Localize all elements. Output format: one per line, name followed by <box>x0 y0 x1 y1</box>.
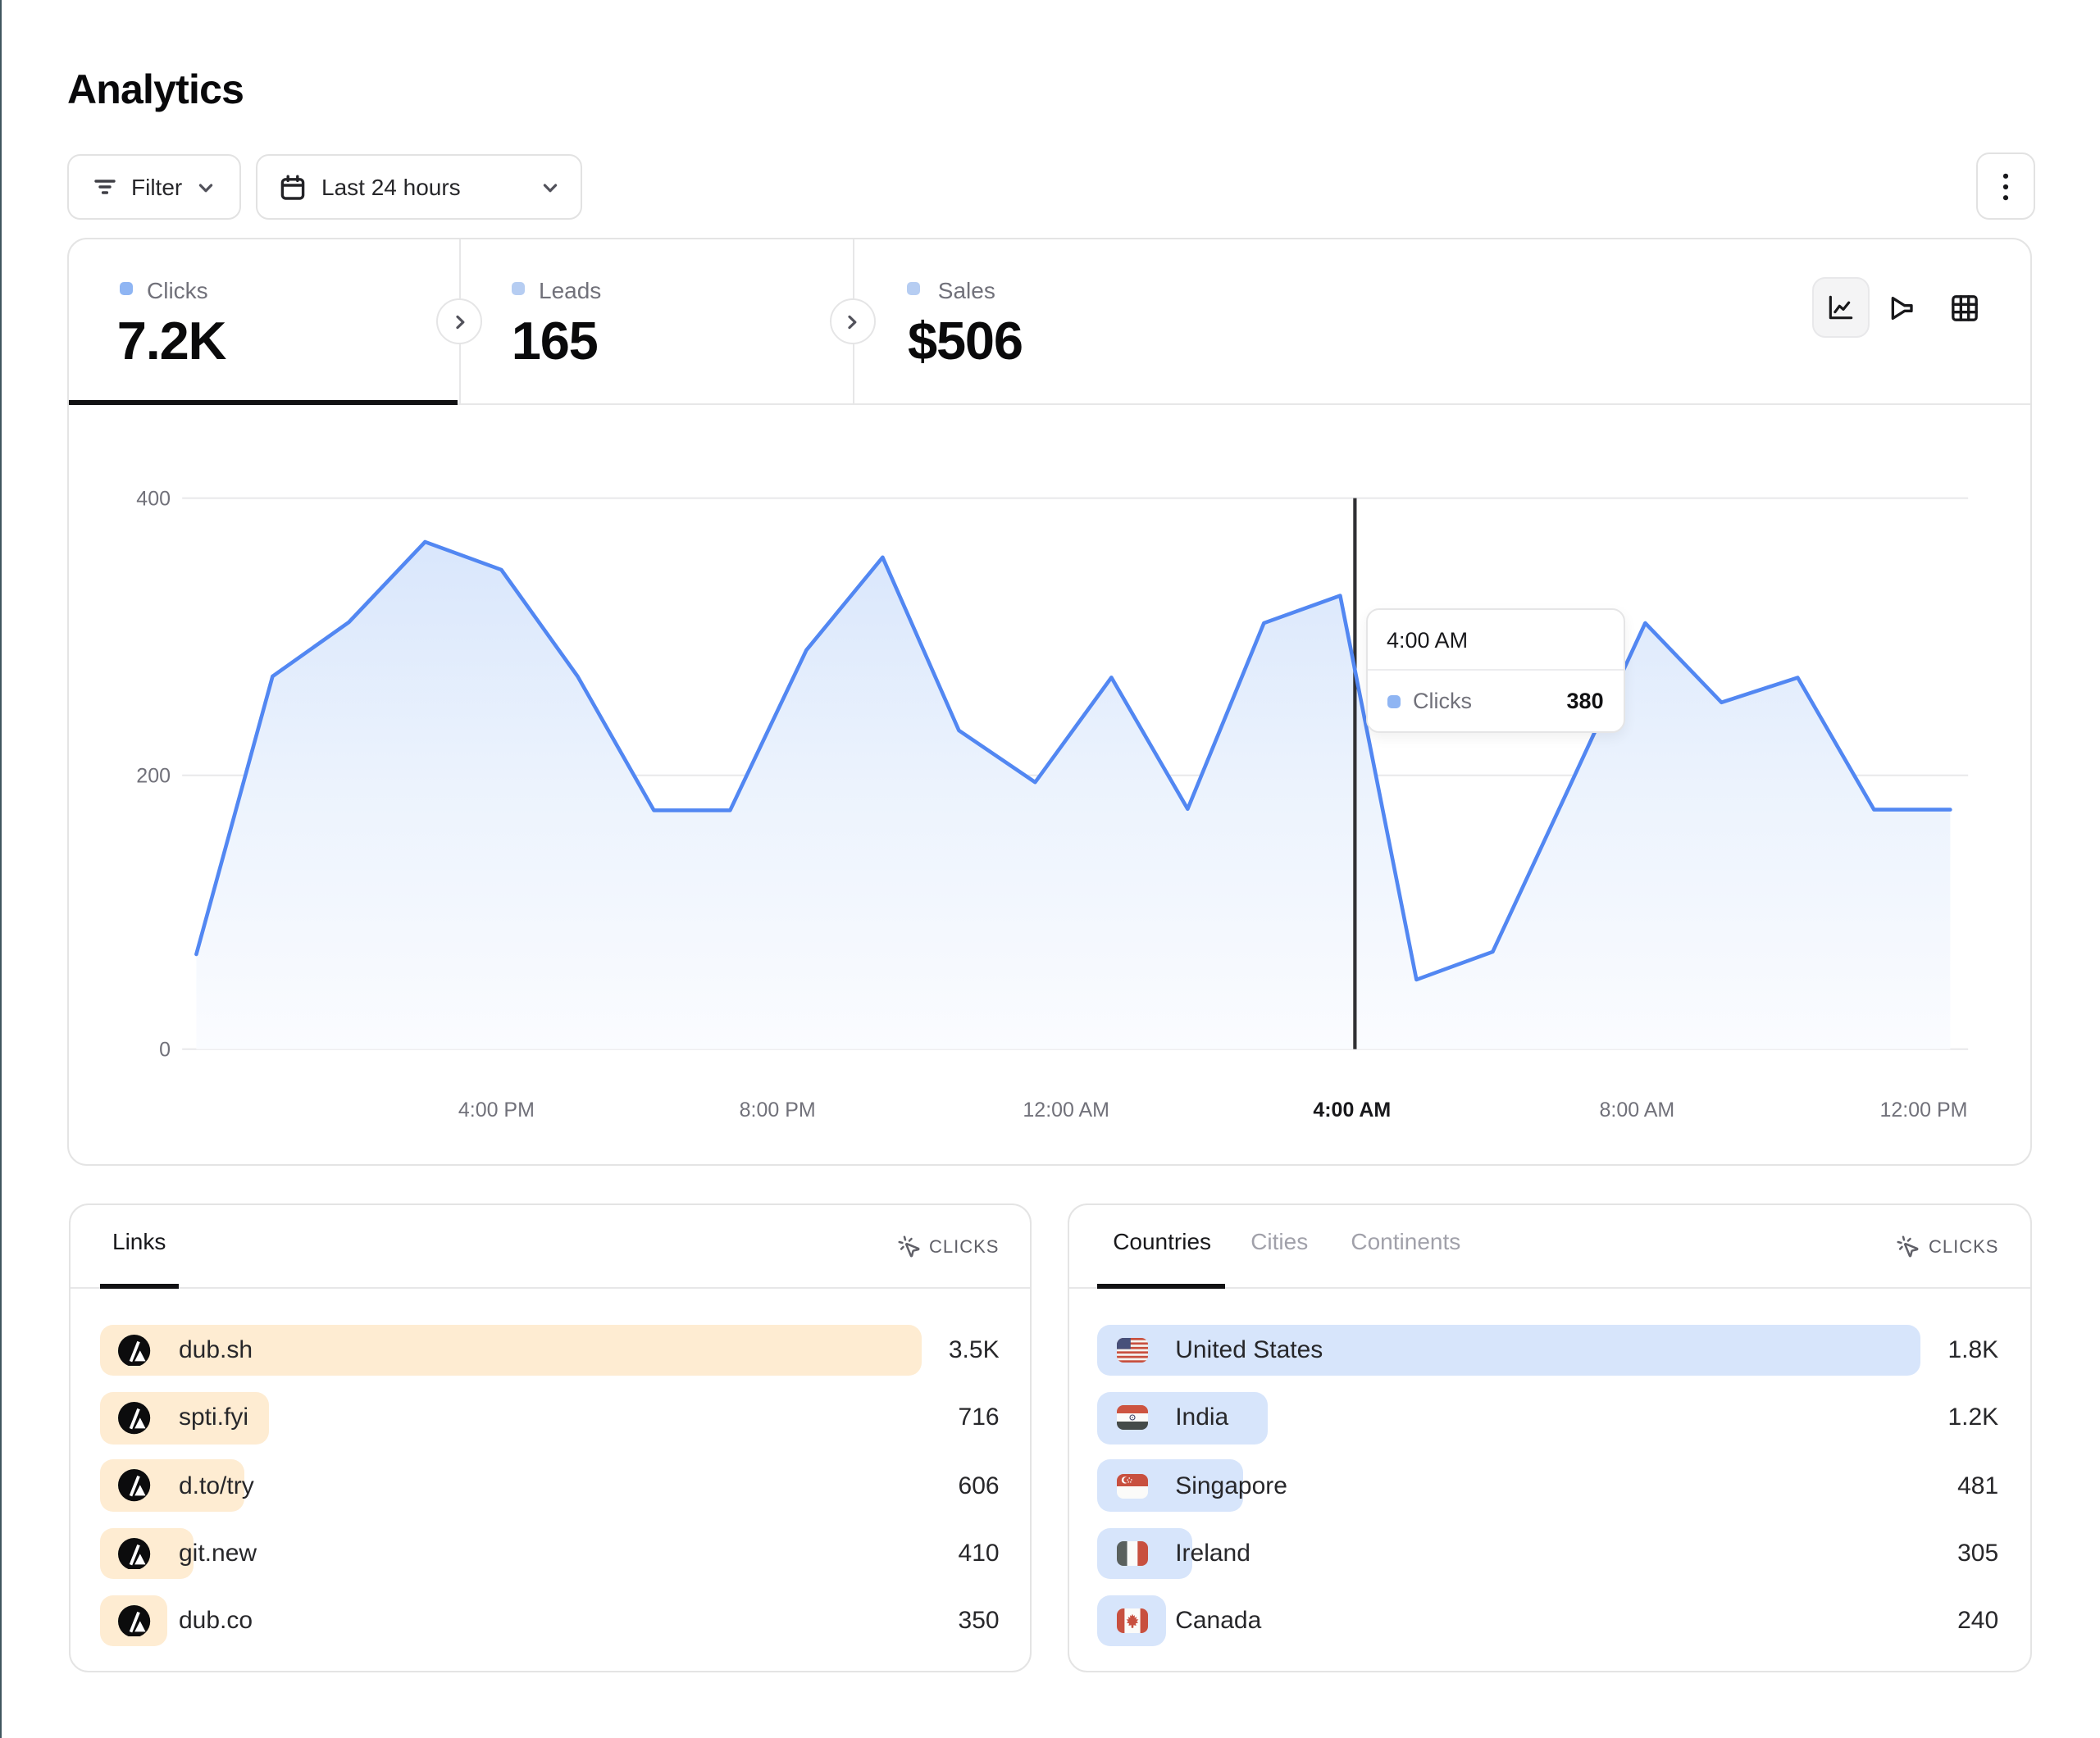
svg-text:8:00 PM: 8:00 PM <box>740 1098 816 1121</box>
svg-text:4:00 AM: 4:00 AM <box>1314 1098 1392 1121</box>
svg-text:8:00 AM: 8:00 AM <box>1600 1098 1675 1121</box>
svg-text:200: 200 <box>137 764 171 787</box>
svg-text:12:00 AM: 12:00 AM <box>1023 1098 1110 1121</box>
svg-text:0: 0 <box>160 1038 171 1061</box>
svg-text:4:00 PM: 4:00 PM <box>458 1098 535 1121</box>
svg-text:12:00 PM: 12:00 PM <box>1880 1098 1968 1121</box>
svg-text:400: 400 <box>137 486 171 509</box>
